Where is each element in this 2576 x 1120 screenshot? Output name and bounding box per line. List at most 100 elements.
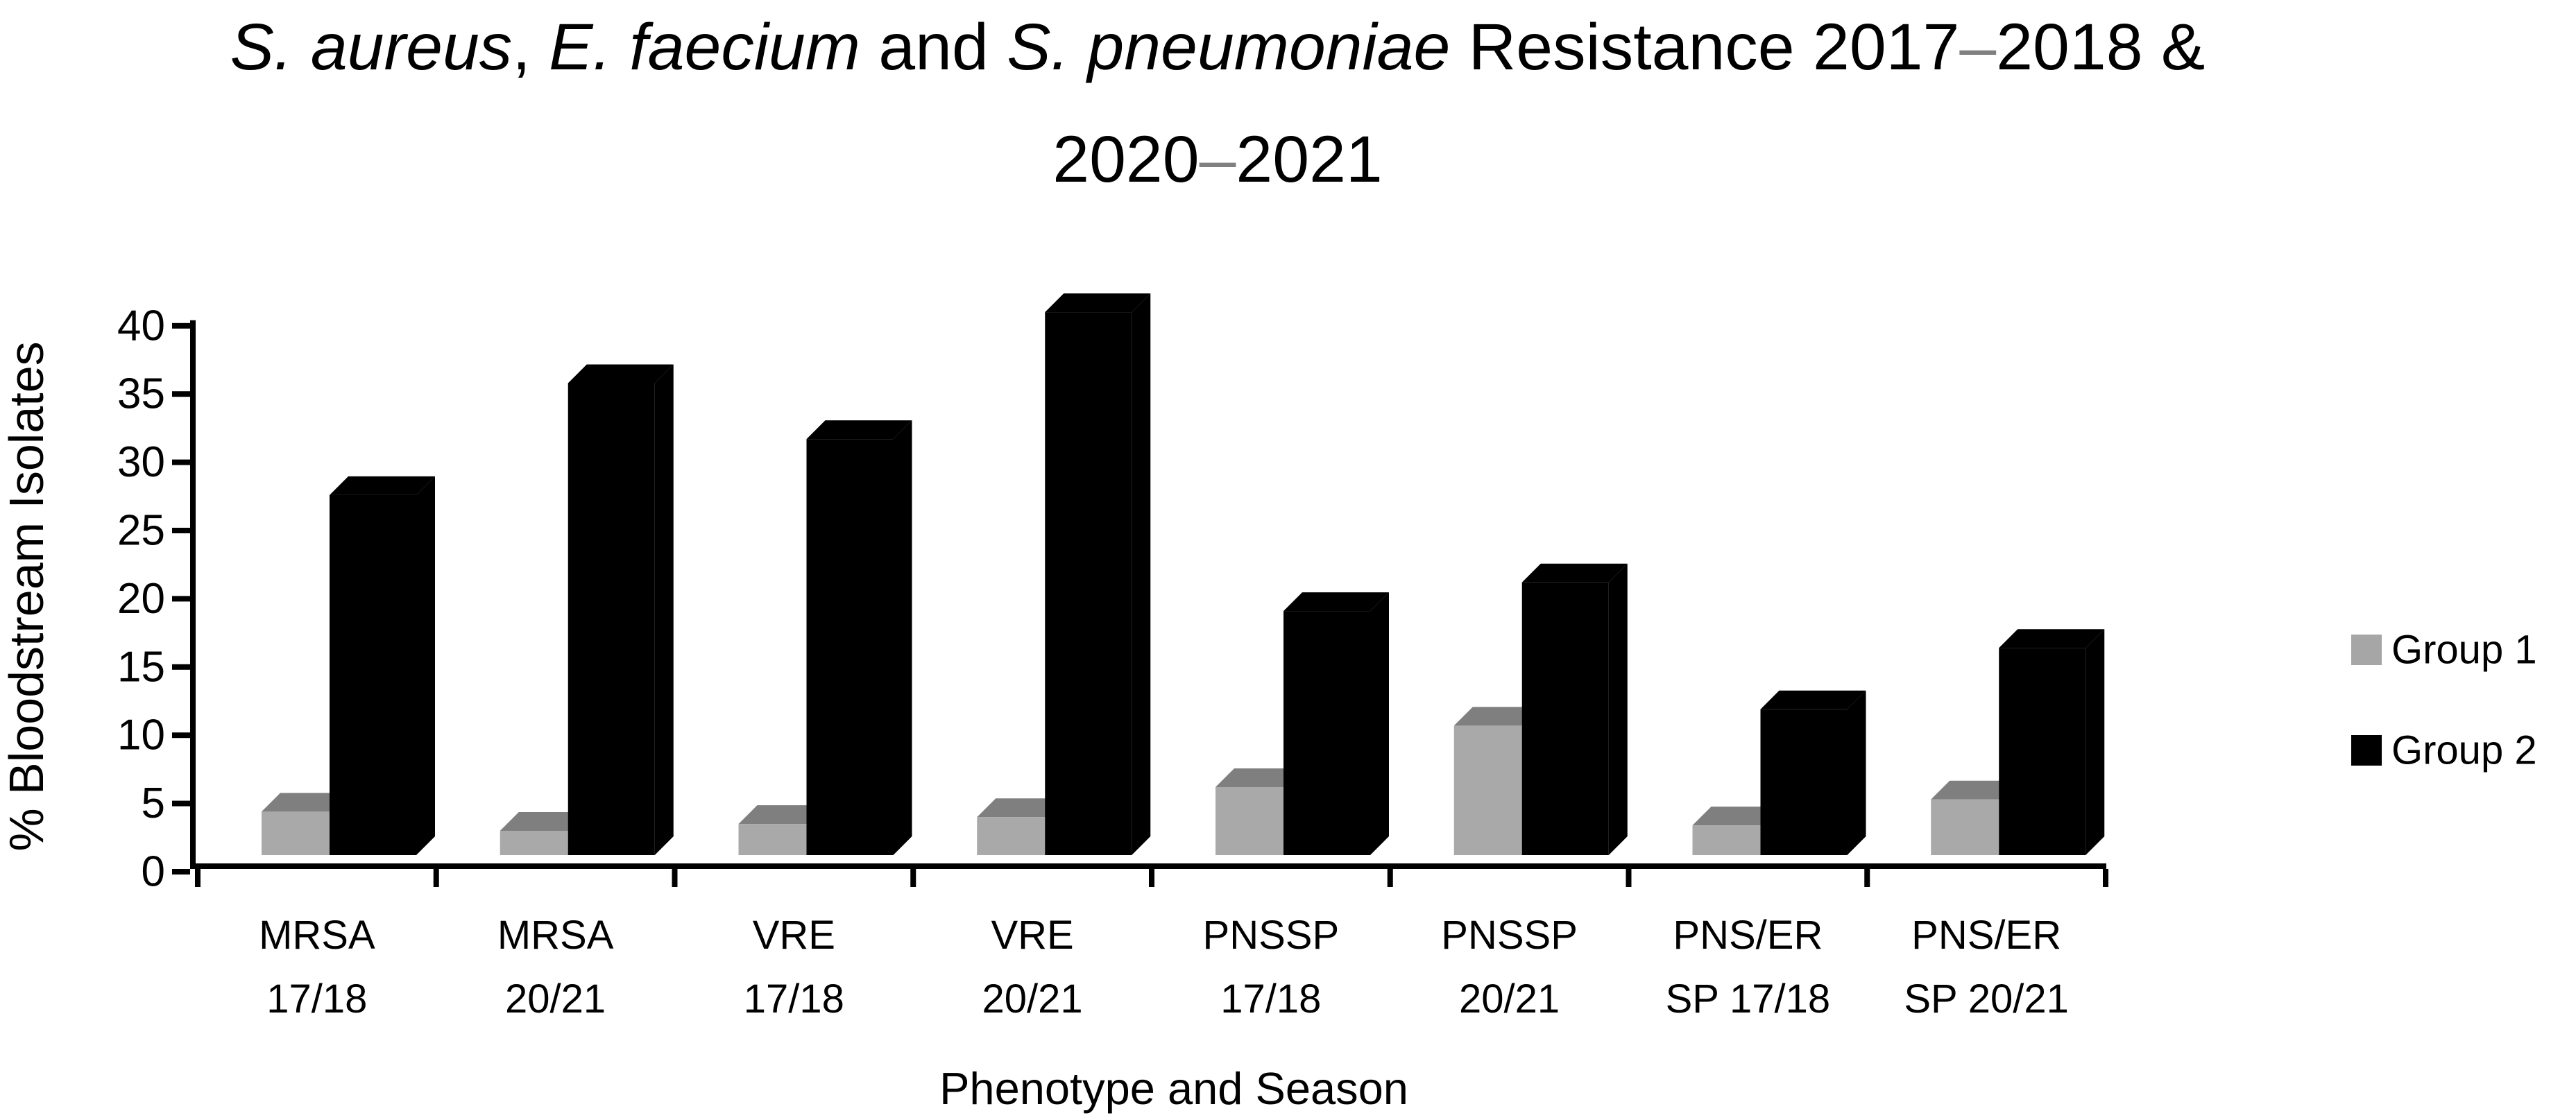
y-tick-label: 20: [117, 575, 165, 623]
legend-swatch-group-2: [2351, 735, 2382, 766]
bar-top-face: [330, 476, 435, 495]
legend-swatch-group-1: [2351, 635, 2382, 665]
bar-group2-7: [1999, 629, 2105, 855]
y-tick-label: 25: [117, 507, 165, 555]
bar-side-face: [416, 476, 435, 855]
x-axis-tick: [1387, 869, 1393, 887]
y-axis-tick: [172, 391, 190, 397]
title-text-run: E. faecium: [549, 10, 860, 84]
bar-top-face: [1216, 768, 1302, 787]
bar-front-face: [500, 830, 568, 855]
bar-front-face: [1999, 648, 2086, 855]
x-axis-label: Phenotype and Season: [939, 1063, 1408, 1114]
x-tick-label-line1: PNSSP: [1441, 913, 1578, 958]
bar-top-face: [1760, 690, 1866, 709]
bar-front-face: [1453, 725, 1522, 855]
x-axis-line: [190, 863, 2106, 869]
bar-top-face: [1453, 707, 1541, 726]
bar-top-face: [977, 798, 1064, 818]
bar-front-face: [1216, 786, 1283, 855]
chart-title-line1: S. aureus, E. faecium and S. pneumoniae …: [230, 10, 2206, 84]
title-text-run: and: [860, 10, 1007, 84]
x-axis-tick: [195, 869, 201, 887]
legend-label-group-1: Group 1: [2391, 628, 2537, 673]
y-axis-label: % Bloodstream Isolates: [0, 341, 53, 851]
y-axis-tick: [172, 732, 190, 739]
title-text-run: S. pneumoniae: [1007, 10, 1450, 84]
x-tick-label-line2: 20/21: [1459, 976, 1560, 1022]
bar-top-face: [738, 805, 826, 825]
bar-front-face: [738, 824, 807, 855]
x-tick-label-line1: PNSSP: [1203, 913, 1340, 958]
title-text-run: 2020: [1052, 123, 1199, 196]
bar-group2-6: [1760, 690, 1866, 855]
y-tick-label: 15: [117, 643, 165, 691]
bar-front-face: [1045, 312, 1132, 855]
x-tick-label-line1: VRE: [991, 913, 1073, 958]
bar-front-face: [1692, 825, 1761, 855]
bar-top-face: [1999, 629, 2105, 648]
bar-side-face: [654, 364, 674, 855]
bar-front-face: [262, 811, 330, 855]
x-tick-label-line2: 17/18: [266, 976, 367, 1022]
title-text-run: 2021: [1236, 123, 1382, 196]
title-text-run: Resistance 2017: [1450, 10, 1959, 84]
bar-top-face: [262, 793, 348, 812]
x-tick-label-line1: PNS/ER: [1911, 913, 2061, 958]
bar-group2-0: [330, 476, 435, 855]
bar-front-face: [1521, 582, 1609, 855]
title-dash: –: [1200, 123, 1236, 196]
bar-front-face: [1760, 709, 1848, 855]
bar-group2-1: [568, 364, 674, 855]
bar-side-face: [1847, 690, 1866, 855]
bar-front-face: [806, 439, 894, 855]
bar-top-face: [1283, 592, 1389, 612]
x-axis-tick: [2103, 869, 2108, 887]
x-axis-tick: [910, 869, 916, 887]
bar-group2-2: [806, 420, 912, 855]
bar-side-face: [1608, 563, 1628, 855]
x-tick-label-line2: SP 17/18: [1666, 976, 1831, 1022]
y-tick-label: 10: [117, 712, 165, 759]
bar-group2-4: [1283, 592, 1389, 855]
y-tick-label: 0: [142, 848, 165, 896]
bar-side-face: [2085, 629, 2105, 855]
x-axis-tick: [433, 869, 439, 887]
y-axis-tick: [172, 800, 190, 807]
bar-group2-3: [1045, 293, 1151, 855]
bar-front-face: [568, 383, 655, 855]
y-tick-label: 35: [117, 370, 165, 418]
y-axis-tick: [172, 459, 190, 465]
bar-front-face: [1283, 611, 1370, 855]
bar-front-face: [330, 494, 416, 855]
title-text-run: ,: [512, 10, 549, 84]
x-tick-label-line2: 17/18: [1220, 976, 1321, 1022]
title-text-run: S. aureus: [230, 10, 513, 84]
y-axis-tick: [172, 322, 190, 329]
bar-side-face: [1132, 293, 1151, 855]
x-tick-label-line2: 17/18: [744, 976, 844, 1022]
y-axis-tick: [172, 869, 190, 875]
y-axis-tick: [172, 528, 190, 533]
x-axis-tick: [1864, 869, 1870, 887]
bar-top-face: [568, 364, 674, 384]
y-axis-tick: [172, 596, 190, 602]
x-tick-label-line1: VRE: [753, 913, 835, 958]
bar-top-face: [806, 420, 912, 440]
bar-top-face: [1931, 780, 2018, 800]
bar-top-face: [500, 811, 587, 831]
y-axis-tick: [172, 664, 190, 670]
chart-title-line2: 2020–2021: [1052, 123, 1383, 196]
x-tick-label-line2: 20/21: [982, 976, 1083, 1022]
bar-group2-5: [1521, 563, 1628, 855]
bar-top-face: [1045, 293, 1151, 313]
y-tick-label: 40: [117, 302, 165, 350]
x-tick-label-line2: 20/21: [505, 976, 606, 1022]
bar-side-face: [893, 420, 912, 855]
title-text-run: 2018 &: [1996, 10, 2205, 84]
title-dash: –: [1959, 10, 1996, 84]
bar-top-face: [1692, 807, 1780, 826]
y-tick-label: 30: [117, 438, 165, 486]
